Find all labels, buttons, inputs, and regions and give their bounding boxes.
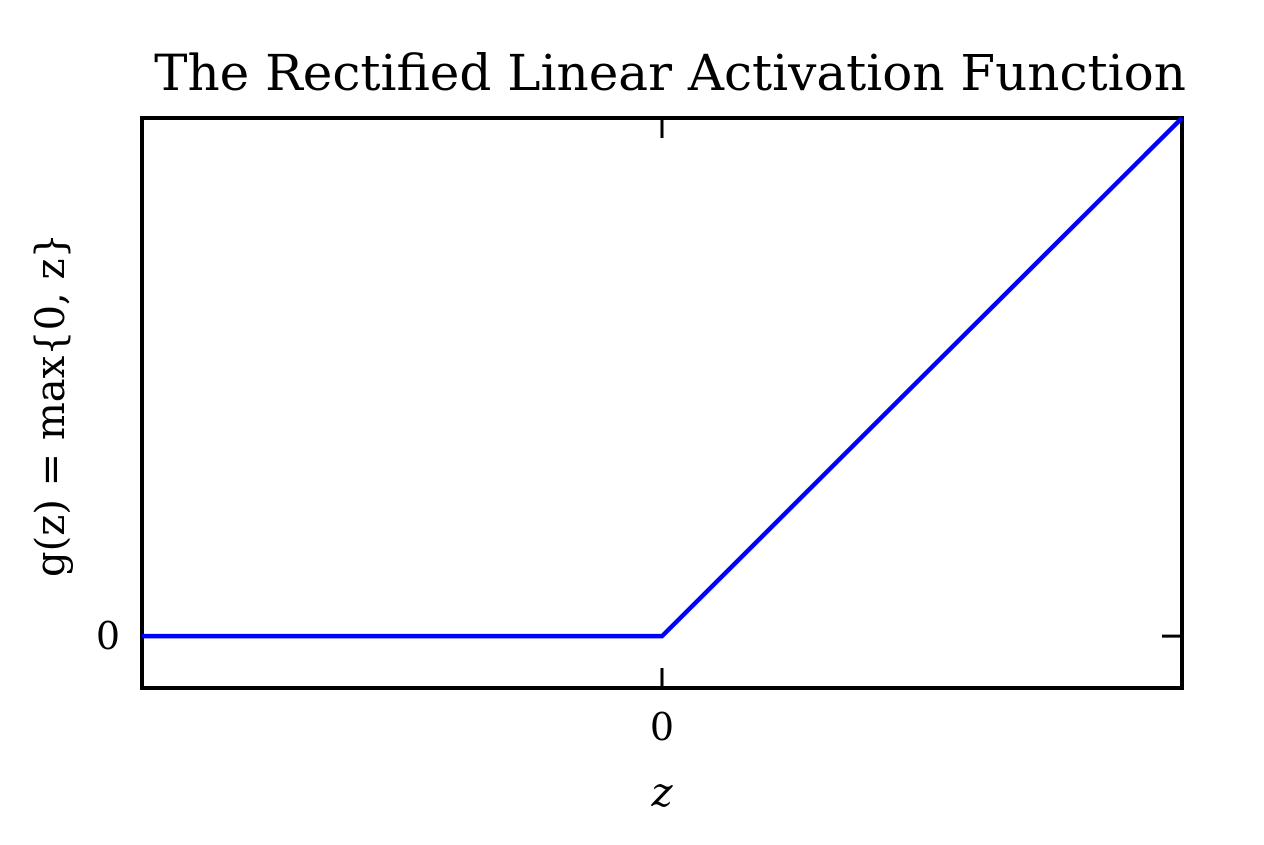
y-tick-label: 0: [96, 614, 120, 658]
x-tick-label: 0: [650, 705, 674, 749]
ticks-layer: 00: [96, 118, 1182, 749]
plot-frame: [140, 116, 1184, 690]
series-layer: [142, 116, 1184, 639]
x-axis-label: z: [650, 770, 673, 816]
relu-line: [142, 116, 1184, 639]
y-axis-label: g(z) = max{0, z}: [28, 233, 74, 577]
chart-title: The Rectified Linear Activation Function: [154, 44, 1186, 102]
